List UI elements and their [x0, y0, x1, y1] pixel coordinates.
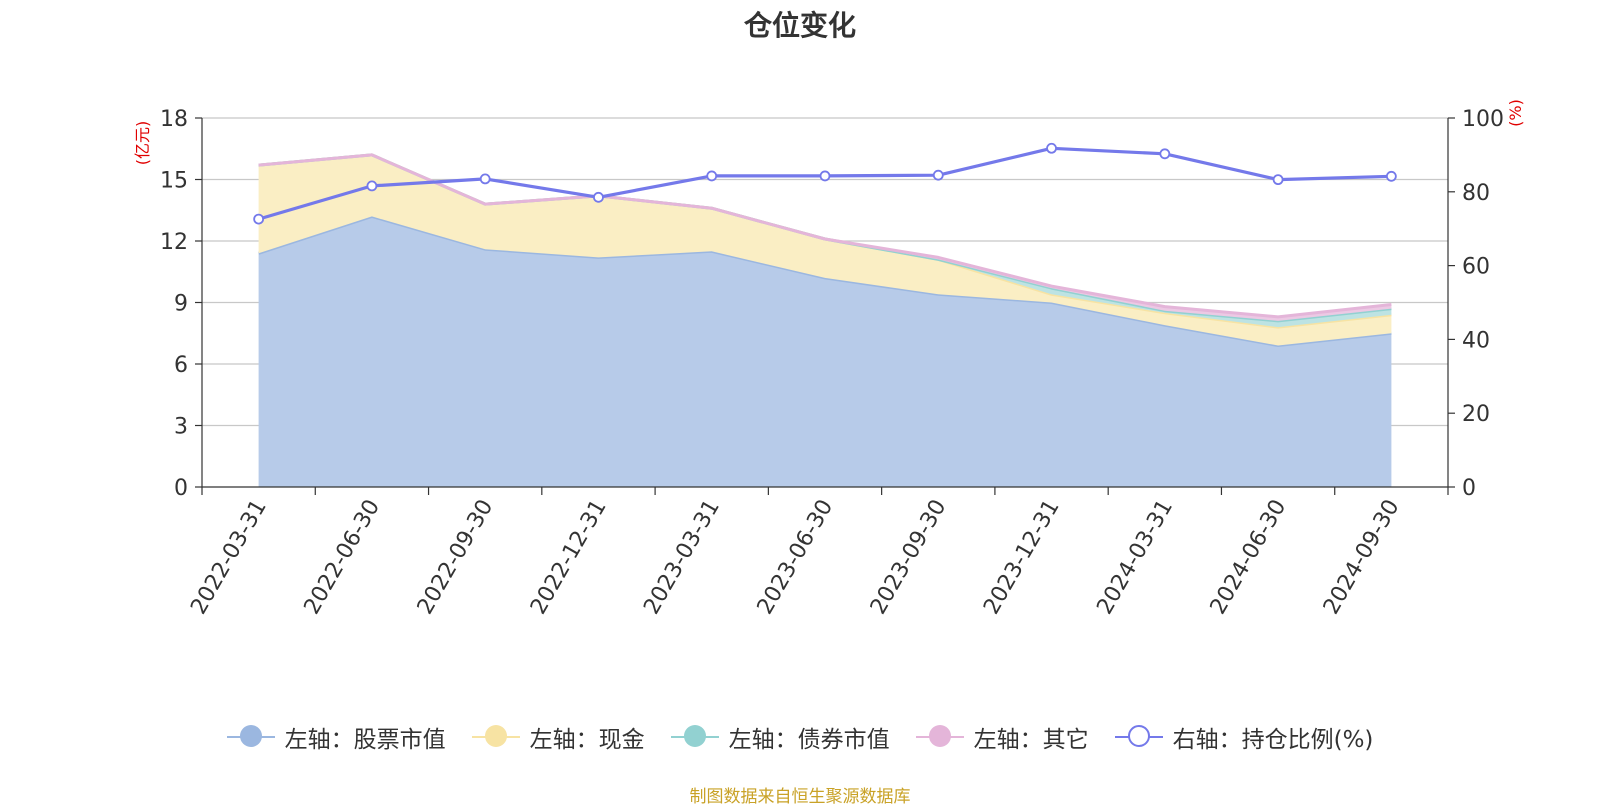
left-tick-label: 3 [174, 415, 188, 440]
right-tick-label: 0 [1462, 476, 1476, 501]
legend-item[interactable]: 右轴：持仓比例(%) [1114, 720, 1374, 754]
legend-label: 左轴：现金 [529, 727, 645, 753]
legend-label: 左轴：债券市值 [728, 727, 890, 753]
x-tick-label: 2024-09-30 [1319, 496, 1405, 619]
legend-swatch-icon [1114, 724, 1163, 750]
ratio-point [253, 213, 265, 225]
legend-item[interactable]: 左轴：股票市值 [226, 720, 446, 754]
ratio-point [1385, 170, 1397, 182]
x-tick-label: 2024-06-30 [1206, 496, 1292, 619]
chart-title: 仓位变化 [743, 9, 856, 42]
area-series-0 [258, 216, 1392, 487]
right-axis-unit: (%) [1506, 99, 1525, 127]
x-tick-label: 2023-09-30 [866, 496, 952, 619]
ratio-point [1272, 174, 1284, 186]
left-tick-label: 12 [160, 230, 188, 255]
ratio-point [706, 170, 718, 182]
legend-label: 左轴：股票市值 [284, 727, 446, 753]
ratio-point [819, 170, 831, 182]
right-tick-label: 20 [1462, 402, 1490, 427]
ratio-point [1046, 142, 1057, 154]
area-series-1 [258, 154, 1392, 346]
x-tick-label: 2023-03-31 [639, 496, 725, 619]
legend-swatch-icon [471, 724, 520, 750]
legend-dot [683, 725, 706, 747]
legend-swatch-icon [915, 724, 964, 750]
series-layer [258, 153, 1392, 487]
ratio-point [479, 173, 491, 185]
legend: 左轴：股票市值 左轴：现金 左轴：债券市值 左轴：其它 右轴：持仓比例(%) [0, 720, 1600, 754]
legend-label: 右轴：持仓比例(%) [1172, 727, 1374, 753]
x-tick-label: 2023-06-30 [753, 496, 839, 619]
legend-label: 左轴：其它 [973, 727, 1089, 753]
x-tick-label: 2022-03-31 [186, 496, 272, 619]
left-tick-label: 15 [160, 169, 188, 194]
area-series-line-3 [258, 153, 1392, 319]
x-tick-label: 2022-06-30 [300, 496, 386, 619]
right-tick-label: 60 [1462, 255, 1490, 280]
left-axis-unit: (亿元) [133, 121, 152, 166]
x-tick-label: 2024-03-31 [1092, 496, 1178, 619]
left-tick-label: 9 [174, 292, 188, 317]
ratio-point [366, 180, 378, 192]
legend-swatch-icon [226, 724, 275, 750]
x-tick-label: 2022-12-31 [526, 496, 612, 619]
right-tick-label: 40 [1462, 328, 1490, 353]
ratio-point [932, 169, 944, 181]
legend-item[interactable]: 左轴：现金 [471, 720, 645, 754]
left-tick-label: 0 [174, 476, 188, 501]
ratio-point [593, 191, 604, 203]
legend-dot [1127, 725, 1150, 747]
line-markers [253, 142, 1397, 225]
left-tick-label: 18 [160, 107, 188, 132]
legend-dot [928, 725, 951, 747]
ratio-point [1159, 148, 1171, 160]
source-note: 制图数据来自恒生聚源数据库 [689, 787, 911, 807]
legend-dot [239, 725, 262, 747]
legend-dot [484, 725, 507, 747]
legend-item[interactable]: 左轴：其它 [915, 720, 1089, 754]
x-tick-label: 2023-12-31 [979, 496, 1065, 619]
x-tick-label: 2022-09-30 [413, 496, 499, 619]
right-tick-label: 100 [1462, 107, 1504, 132]
left-tick-label: 6 [174, 353, 188, 378]
legend-swatch-icon [670, 724, 719, 750]
legend-item[interactable]: 左轴：债券市值 [670, 720, 890, 754]
right-tick-label: 80 [1462, 181, 1490, 206]
